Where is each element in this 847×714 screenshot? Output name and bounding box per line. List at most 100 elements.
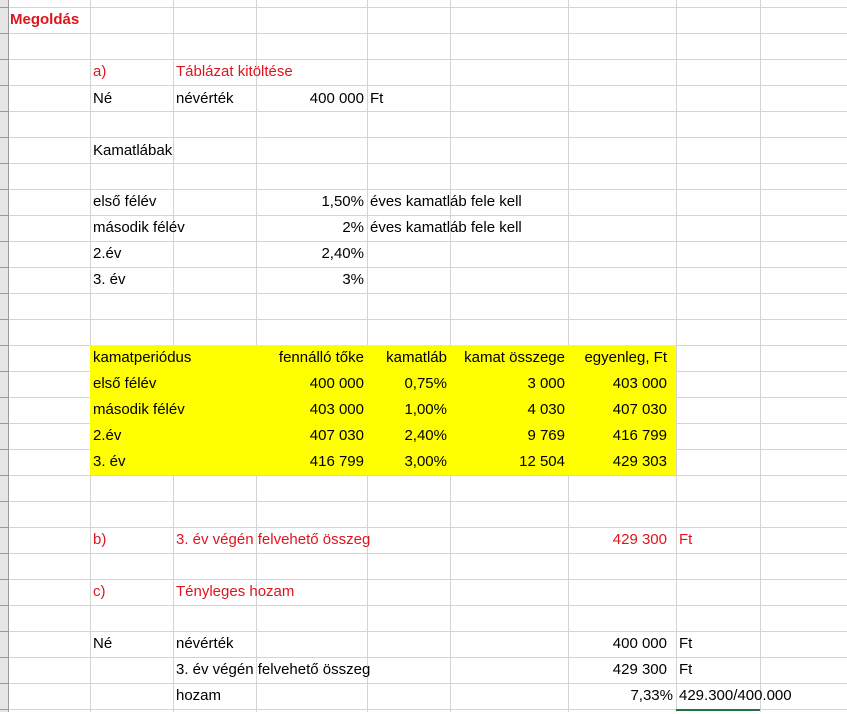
row-header-divider bbox=[0, 59, 8, 60]
rate-value[interactable]: 2% bbox=[342, 219, 364, 236]
c-hozam-value[interactable]: 7,33% bbox=[630, 687, 673, 704]
row-header-divider bbox=[0, 423, 8, 424]
table-cell[interactable]: 400 000 bbox=[309, 375, 364, 392]
row-gridline bbox=[9, 501, 847, 502]
row-header-divider bbox=[0, 709, 8, 710]
row-gridline bbox=[9, 215, 847, 216]
section-b-label[interactable]: b) bbox=[93, 531, 107, 548]
table-cell[interactable]: 416 799 bbox=[309, 453, 364, 470]
row-header-divider bbox=[0, 215, 8, 216]
c-nevertek-unit[interactable]: Ft bbox=[679, 635, 693, 652]
c-felveheto-value[interactable]: 429 300 bbox=[612, 661, 667, 678]
row-header-divider bbox=[0, 293, 8, 294]
row-gridline bbox=[9, 163, 847, 164]
row-gridline bbox=[9, 657, 847, 658]
rate-period-label[interactable]: 3. év bbox=[93, 271, 126, 288]
row-header-divider bbox=[0, 137, 8, 138]
table-cell[interactable]: első félév bbox=[93, 375, 157, 392]
table-cell[interactable]: 2,40% bbox=[404, 427, 447, 444]
rate-value[interactable]: 2,40% bbox=[321, 245, 364, 262]
table-header-cell[interactable]: fennálló tőke bbox=[278, 349, 364, 366]
nevertek-label[interactable]: névérték bbox=[176, 90, 234, 107]
row-gridline bbox=[9, 631, 847, 632]
active-cell-selection[interactable] bbox=[676, 709, 760, 714]
row-gridline bbox=[9, 85, 847, 86]
section-a-heading[interactable]: Táblázat kitöltése bbox=[176, 63, 293, 80]
page-title[interactable]: Megoldás bbox=[10, 11, 80, 28]
row-header-strip[interactable] bbox=[0, 0, 9, 712]
row-gridline bbox=[9, 475, 847, 476]
row-header-divider bbox=[0, 631, 8, 632]
ne-label[interactable]: Né bbox=[93, 90, 113, 107]
table-cell[interactable]: 416 799 bbox=[612, 427, 667, 444]
nevertek-unit[interactable]: Ft bbox=[370, 90, 384, 107]
row-gridline bbox=[9, 709, 847, 710]
row-header-divider bbox=[0, 85, 8, 86]
row-header-divider bbox=[0, 33, 8, 34]
table-cell[interactable]: 407 030 bbox=[309, 427, 364, 444]
row-gridline bbox=[9, 319, 847, 320]
row-header-divider bbox=[0, 189, 8, 190]
row-gridline bbox=[9, 241, 847, 242]
rate-period-label[interactable]: első félév bbox=[93, 193, 157, 210]
table-header-cell[interactable]: kamatláb bbox=[386, 349, 447, 366]
row-header-divider bbox=[0, 397, 8, 398]
table-cell[interactable]: 1,00% bbox=[404, 401, 447, 418]
table-cell[interactable]: 12 504 bbox=[519, 453, 565, 470]
column-gridline bbox=[676, 0, 677, 712]
c-hozam-formula[interactable]: 429.300/400.000 bbox=[679, 687, 792, 704]
table-cell[interactable]: 403 000 bbox=[309, 401, 364, 418]
table-cell[interactable]: 403 000 bbox=[612, 375, 667, 392]
table-cell[interactable]: 429 303 bbox=[612, 453, 667, 470]
rate-period-label[interactable]: második félév bbox=[93, 219, 185, 236]
row-gridline bbox=[9, 527, 847, 528]
column-gridline bbox=[760, 0, 761, 712]
row-header-divider bbox=[0, 475, 8, 476]
table-cell[interactable]: második félév bbox=[93, 401, 185, 418]
row-header-divider bbox=[0, 553, 8, 554]
kamatlabak-heading[interactable]: Kamatlábak bbox=[93, 142, 173, 159]
row-header-divider bbox=[0, 345, 8, 346]
c-nevertek-label[interactable]: névérték bbox=[176, 635, 234, 652]
table-header-cell[interactable]: egyenleg, Ft bbox=[584, 349, 667, 366]
section-b-value[interactable]: 429 300 bbox=[612, 531, 667, 548]
table-cell[interactable]: 3,00% bbox=[404, 453, 447, 470]
rate-period-label[interactable]: 2.év bbox=[93, 245, 122, 262]
c-hozam-label[interactable]: hozam bbox=[176, 687, 222, 704]
row-header-divider bbox=[0, 449, 8, 450]
c-ne-label[interactable]: Né bbox=[93, 635, 113, 652]
table-header-cell[interactable]: kamat összege bbox=[464, 349, 565, 366]
rate-value[interactable]: 1,50% bbox=[321, 193, 364, 210]
table-cell[interactable]: 407 030 bbox=[612, 401, 667, 418]
table-cell[interactable]: 0,75% bbox=[404, 375, 447, 392]
section-a-label[interactable]: a) bbox=[93, 63, 107, 80]
row-gridline bbox=[9, 33, 847, 34]
section-b-text[interactable]: 3. év végén felvehető összeg bbox=[176, 531, 371, 548]
rate-note[interactable] bbox=[367, 267, 373, 292]
rate-value[interactable]: 3% bbox=[342, 271, 364, 288]
c-felveheto-unit[interactable]: Ft bbox=[679, 661, 693, 678]
row-header-divider bbox=[0, 371, 8, 372]
section-c-heading[interactable]: Tényleges hozam bbox=[176, 583, 295, 600]
rate-note[interactable]: éves kamatláb fele kell bbox=[370, 193, 522, 210]
c-nevertek-value[interactable]: 400 000 bbox=[612, 635, 667, 652]
nevertek-value[interactable]: 400 000 bbox=[309, 90, 364, 107]
row-header-divider bbox=[0, 527, 8, 528]
rate-note[interactable] bbox=[367, 241, 373, 266]
table-cell[interactable]: 3. év bbox=[93, 453, 126, 470]
c-felveheto-label[interactable]: 3. év végén felvehető összeg bbox=[176, 661, 371, 678]
row-gridline bbox=[9, 137, 847, 138]
table-header-cell[interactable]: kamatperiódus bbox=[93, 349, 192, 366]
row-header-divider bbox=[0, 605, 8, 606]
table-cell[interactable]: 3 000 bbox=[527, 375, 565, 392]
table-cell[interactable]: 2.év bbox=[93, 427, 122, 444]
table-cell[interactable]: 9 769 bbox=[527, 427, 565, 444]
section-b-unit[interactable]: Ft bbox=[679, 531, 693, 548]
row-gridline bbox=[9, 59, 847, 60]
section-c-label[interactable]: c) bbox=[93, 583, 106, 600]
row-header-divider bbox=[0, 579, 8, 580]
table-cell[interactable]: 4 030 bbox=[527, 401, 565, 418]
row-gridline bbox=[9, 579, 847, 580]
row-header-divider bbox=[0, 163, 8, 164]
rate-note[interactable]: éves kamatláb fele kell bbox=[370, 219, 522, 236]
